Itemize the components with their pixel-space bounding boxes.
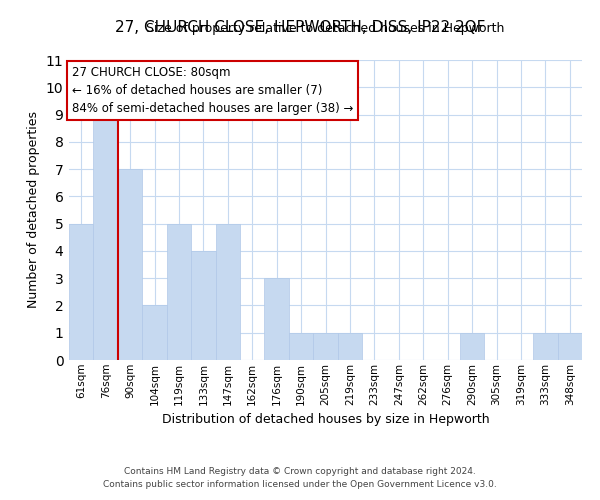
Bar	[142, 306, 167, 360]
Text: Contains HM Land Registry data © Crown copyright and database right 2024.
Contai: Contains HM Land Registry data © Crown c…	[103, 468, 497, 489]
Bar	[460, 332, 484, 360]
Bar	[289, 332, 313, 360]
Bar	[215, 224, 240, 360]
X-axis label: Distribution of detached houses by size in Hepworth: Distribution of detached houses by size …	[161, 413, 490, 426]
Bar	[69, 224, 94, 360]
Bar	[94, 114, 118, 360]
Bar	[313, 332, 338, 360]
Y-axis label: Number of detached properties: Number of detached properties	[27, 112, 40, 308]
Bar	[118, 169, 142, 360]
Bar	[338, 332, 362, 360]
Text: 27 CHURCH CLOSE: 80sqm
← 16% of detached houses are smaller (7)
84% of semi-deta: 27 CHURCH CLOSE: 80sqm ← 16% of detached…	[71, 66, 353, 115]
Title: Size of property relative to detached houses in Hepworth: Size of property relative to detached ho…	[146, 22, 505, 35]
Bar	[557, 332, 582, 360]
Bar	[533, 332, 557, 360]
Bar	[167, 224, 191, 360]
Bar	[265, 278, 289, 360]
Text: 27, CHURCH CLOSE, HEPWORTH, DISS, IP22 2QF: 27, CHURCH CLOSE, HEPWORTH, DISS, IP22 2…	[115, 20, 485, 35]
Bar	[191, 251, 215, 360]
